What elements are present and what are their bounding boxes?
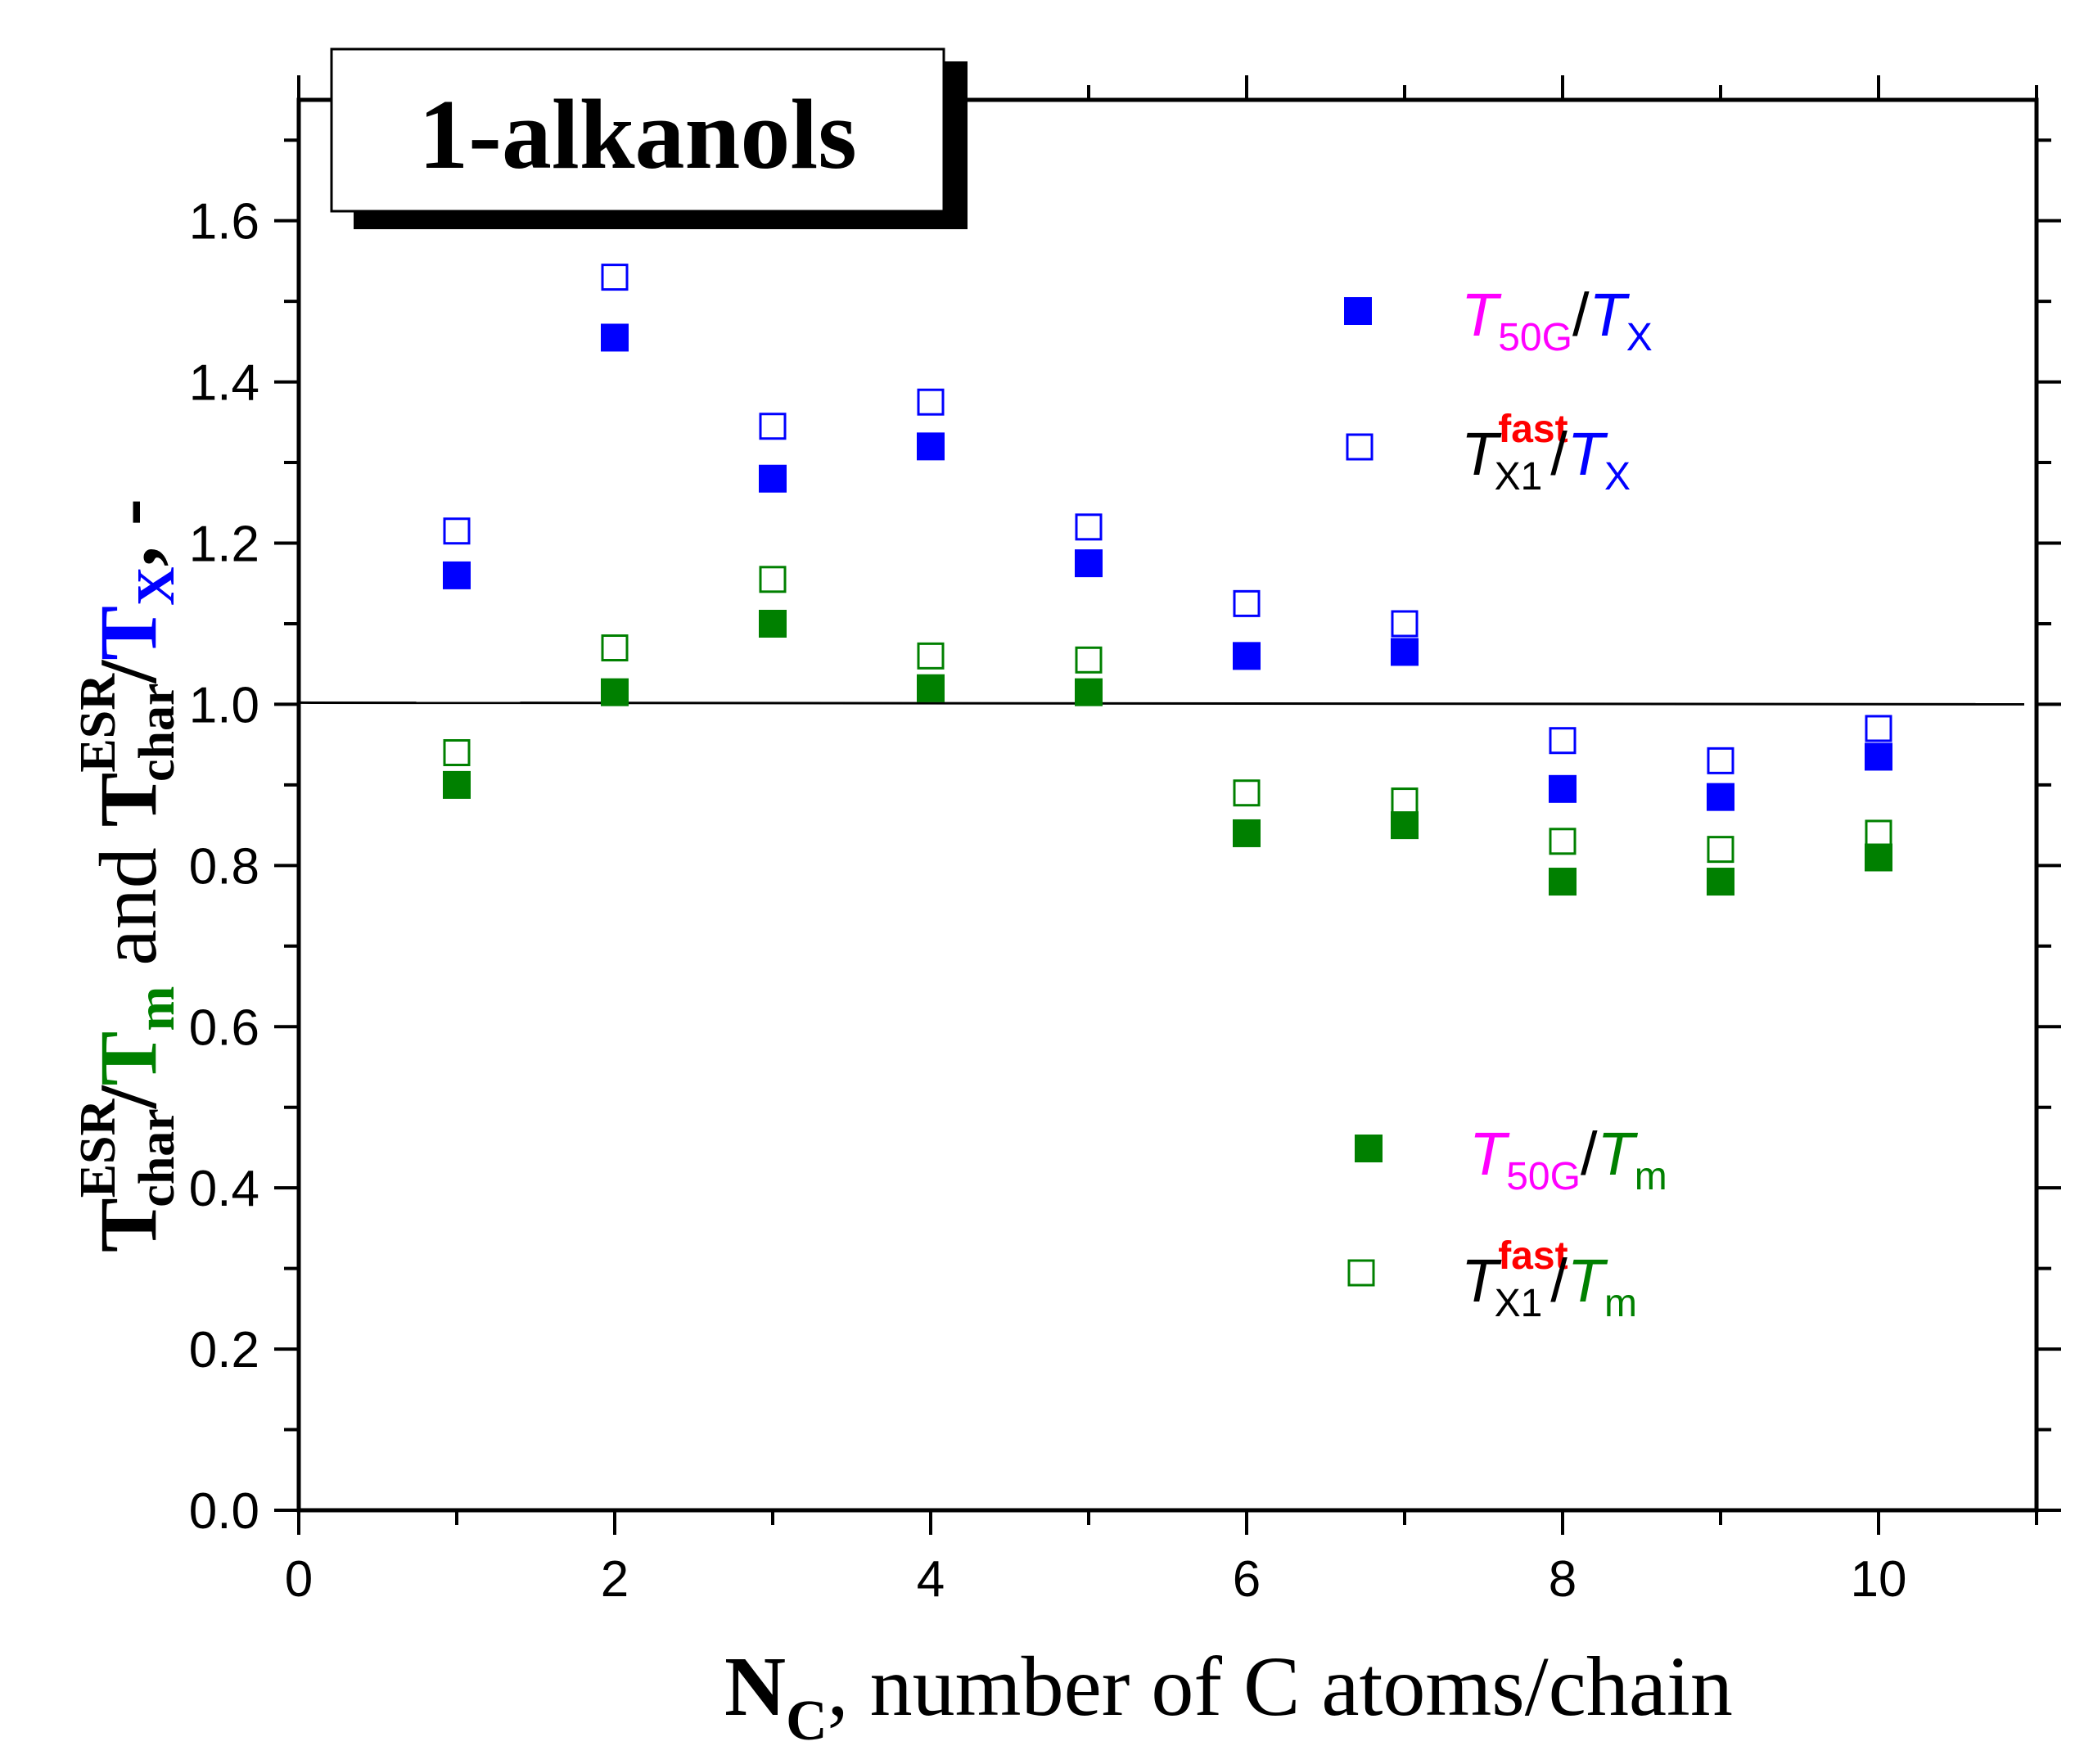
data-point-3-7 [1549, 828, 1577, 855]
plot-frame [296, 97, 2039, 1513]
y-tick-label: 0.6 [189, 999, 259, 1056]
data-point-3-1 [601, 634, 629, 662]
data-point-1-9 [1865, 715, 1892, 742]
data-point-0-0 [443, 561, 471, 589]
data-point-0-9 [1865, 742, 1892, 771]
y-tick-label: 1.0 [189, 677, 259, 733]
x-tick-label: 4 [917, 1551, 945, 1608]
x-tick-labels: 0 2 4 6 8 10 [285, 1551, 1907, 1608]
legend: T50G/TX Tfast X1/TX T50G/Tm Tfast X1/Tm [1344, 281, 1667, 1325]
data-point-2-8 [1707, 868, 1734, 896]
tick-layer [274, 75, 2061, 1535]
data-point-0-8 [1707, 783, 1734, 811]
y-tick-label: 0.4 [189, 1161, 259, 1217]
ylabel-sup1: ESR [70, 1098, 126, 1198]
data-point-2-7 [1549, 868, 1577, 896]
data-point-1-6 [1391, 610, 1419, 638]
data-point-3-9 [1865, 819, 1892, 847]
data-point-1-1 [601, 264, 629, 291]
data-point-1-0 [443, 517, 471, 545]
data-point-0-3 [917, 432, 945, 461]
data-point-2-4 [1075, 678, 1103, 706]
data-point-0-6 [1391, 638, 1419, 666]
x-tick-label: 8 [1549, 1551, 1577, 1608]
legend-entry-4: Tfast X1/Tm [1347, 1234, 1637, 1325]
ylabel-den1-sub: m [126, 986, 186, 1031]
x-axis-label-sub: C [786, 1690, 828, 1753]
data-point-2-2 [759, 609, 787, 638]
y-tick-label: 1.2 [189, 517, 259, 573]
data-point-2-9 [1865, 843, 1892, 872]
ylabel-tail: , - [83, 499, 174, 566]
legend-entry-3: T50G/Tm [1355, 1120, 1667, 1198]
y-tick-label: 1.4 [189, 355, 259, 412]
ylabel-den2-sub: X [126, 566, 186, 606]
ylabel-slash2: / [83, 659, 174, 683]
y-tick-labels: 0.0 0.2 0.4 0.6 0.8 1.0 1.2 1.4 1.6 [189, 194, 259, 1540]
data-point-1-8 [1707, 747, 1734, 774]
legend-marker-2 [1346, 433, 1374, 461]
legend-marker-1 [1344, 297, 1372, 325]
data-point-1-5 [1233, 589, 1261, 617]
data-point-2-6 [1391, 811, 1419, 840]
title-frame [330, 47, 945, 213]
ylabel-T1: T [83, 1198, 174, 1252]
legend-entry-1: T50G/TX [1344, 281, 1653, 359]
y-axis-label: TESRchar/Tm and TESRchar/TX, - [70, 499, 186, 1252]
ylabel-T2: T [83, 773, 174, 828]
data-markers [443, 264, 1892, 896]
data-point-3-2 [759, 566, 787, 593]
data-point-3-3 [917, 642, 945, 670]
x-axis-label-main: N [724, 1640, 786, 1734]
data-point-0-4 [1075, 549, 1103, 578]
ylabel-and: and [83, 827, 174, 986]
legend-marker-4 [1347, 1259, 1375, 1287]
data-point-3-8 [1707, 836, 1734, 864]
data-point-1-3 [917, 388, 945, 416]
ylabel-den2: T [83, 606, 174, 661]
y-tick-label: 0.0 [189, 1483, 259, 1540]
data-point-0-7 [1549, 774, 1577, 803]
x-tick-label: 6 [1233, 1551, 1261, 1608]
data-point-0-2 [759, 464, 787, 493]
x-tick-label: 10 [1851, 1551, 1907, 1608]
data-point-2-1 [601, 678, 629, 706]
ylabel-slash1: / [83, 1085, 174, 1109]
data-point-3-5 [1233, 779, 1261, 807]
x-tick-label: 0 [285, 1551, 313, 1608]
ylabel-sup2: ESR [70, 673, 126, 773]
data-point-3-0 [443, 739, 471, 767]
ylabel-den1: T [83, 1031, 174, 1086]
data-point-1-4 [1075, 513, 1103, 541]
data-point-0-1 [601, 323, 629, 352]
data-point-2-0 [443, 770, 471, 799]
data-point-1-2 [759, 413, 787, 440]
x-tick-label: 2 [601, 1551, 629, 1608]
data-point-3-4 [1075, 646, 1103, 674]
reference-line [298, 701, 2025, 706]
legend-entry-2: Tfast X1/TX [1346, 408, 1631, 499]
x-axis-label: NC, number of C atoms/chain [724, 1640, 1733, 1753]
y-tick-label: 1.6 [189, 194, 259, 250]
ylabel-sub1: char [129, 1108, 185, 1207]
data-point-3-6 [1391, 787, 1419, 815]
data-point-2-3 [917, 674, 945, 702]
y-tick-label: 0.2 [189, 1322, 259, 1378]
ylabel-sub2: char [129, 683, 185, 782]
data-point-1-7 [1549, 727, 1577, 755]
title-box: 1-alkanols [330, 47, 968, 229]
legend-label-3: T50G/Tm [1469, 1120, 1667, 1198]
legend-label-2: Tfast X1/TX [1461, 408, 1631, 499]
data-point-0-5 [1233, 642, 1261, 670]
x-axis-label-rest: , number of C atoms/chain [828, 1640, 1733, 1734]
data-point-2-5 [1233, 819, 1261, 847]
legend-label-4: Tfast X1/Tm [1461, 1234, 1637, 1325]
y-tick-label: 0.8 [189, 838, 259, 895]
legend-label-1: T50G/TX [1461, 281, 1653, 359]
legend-marker-3 [1355, 1135, 1383, 1162]
chart-title: 1-alkanols [418, 79, 857, 190]
